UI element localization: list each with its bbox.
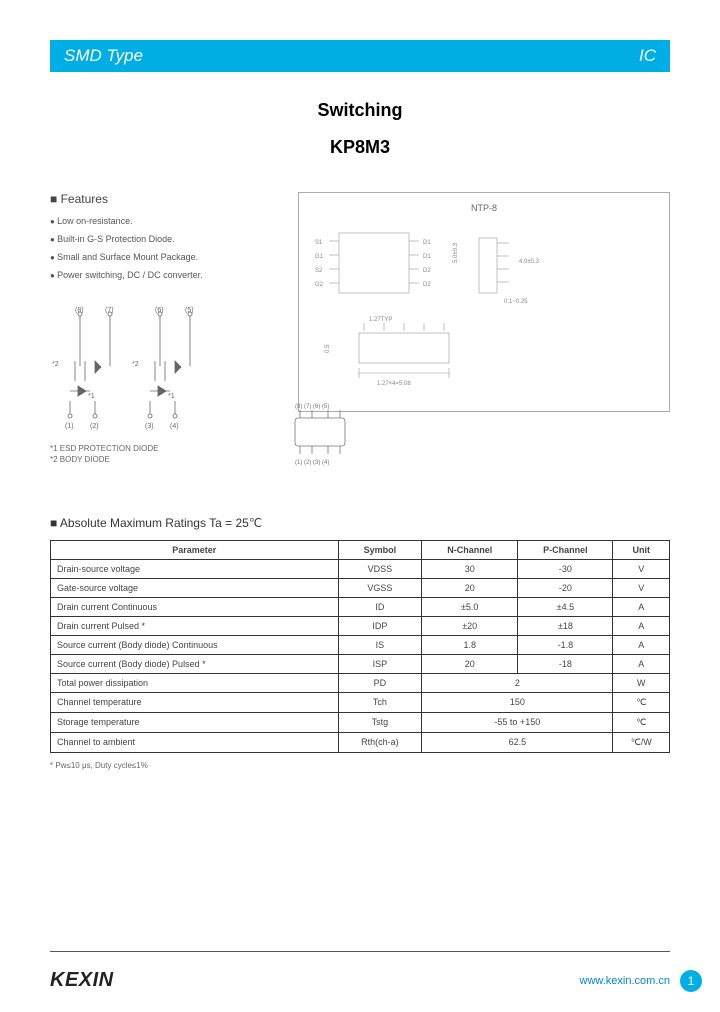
footer: KEXIN www.kexin.com.cn	[50, 969, 670, 992]
schematic-note: *2 BODY DIODE	[50, 454, 280, 465]
ratings-footnote: * Pw≤10 μs, Duty cycle≤1%	[50, 761, 670, 770]
package-title: NTP-8	[309, 203, 659, 213]
chip-drawing: (8) (7) (6) (5) (1) (2) (3) (4)	[280, 400, 360, 470]
svg-text:D1: D1	[423, 240, 431, 246]
table-row: Channel to ambientRth(ch-a)62.5℃/W	[51, 732, 670, 752]
feature-item: Small and Surface Mount Package.	[50, 252, 280, 262]
svg-text:D2: D2	[423, 282, 431, 288]
footer-url: www.kexin.com.cn	[580, 975, 670, 987]
package-outline: NTP-8	[298, 192, 670, 412]
brand-logo: KEXIN	[50, 969, 114, 992]
svg-text:(5): (5)	[185, 307, 194, 314]
svg-text:(2): (2)	[90, 423, 99, 430]
svg-text:4.0±0.3: 4.0±0.3	[519, 259, 540, 265]
page-number-badge: 1	[680, 970, 702, 992]
table-row: Drain-source voltageVDSS30-30V	[51, 559, 670, 578]
header-left: SMD Type	[64, 46, 143, 66]
svg-text:(3): (3)	[145, 423, 154, 430]
table-row: Gate-source voltageVGSS20-20V	[51, 578, 670, 597]
svg-text:(7): (7)	[105, 307, 114, 314]
col-unit: Unit	[613, 540, 670, 559]
svg-text:D2: D2	[423, 268, 431, 274]
circuit-schematic: (8) (7) (6) (5) (1) (2) (3) (4) *2 *2 *1…	[50, 306, 240, 436]
col-pchannel: P-Channel	[518, 540, 613, 559]
svg-text:(8) (7) (6) (5): (8) (7) (6) (5)	[295, 404, 329, 410]
svg-text:S2: S2	[315, 268, 323, 274]
svg-text:*1: *1	[168, 393, 175, 400]
feature-item: Built-in G-S Protection Diode.	[50, 234, 280, 244]
feature-item: Low on-resistance.	[50, 216, 280, 226]
table-row: Source current (Body diode) Pulsed *ISP2…	[51, 654, 670, 673]
table-row: Drain current Pulsed *IDP±20±18A	[51, 616, 670, 635]
svg-text:5.0±0.3: 5.0±0.3	[453, 242, 459, 263]
col-nchannel: N-Channel	[422, 540, 518, 559]
table-row: Source current (Body diode) ContinuousIS…	[51, 635, 670, 654]
schematic-diagram: (8) (7) (6) (5) (1) (2) (3) (4) *2 *2 *1…	[50, 306, 280, 466]
feature-item: Power switching, DC / DC converter.	[50, 270, 280, 280]
svg-text:(4): (4)	[170, 423, 179, 430]
svg-text:(6): (6)	[155, 307, 164, 314]
footer-divider	[50, 951, 670, 952]
features-list: Low on-resistance. Built-in G-S Protecti…	[50, 216, 280, 280]
header-right: IC	[639, 46, 656, 66]
svg-text:*2: *2	[132, 361, 139, 368]
table-row: Total power dissipationPD2W	[51, 673, 670, 692]
svg-text:G1: G1	[315, 254, 324, 260]
svg-text:1.27TYP: 1.27TYP	[369, 317, 392, 323]
features-heading: Features	[50, 192, 280, 206]
svg-text:G2: G2	[315, 282, 324, 288]
header-bar: SMD Type IC	[50, 40, 670, 72]
col-parameter: Parameter	[51, 540, 339, 559]
svg-text:(1) (2) (3) (4): (1) (2) (3) (4)	[295, 460, 329, 466]
table-header-row: Parameter Symbol N-Channel P-Channel Uni…	[51, 540, 670, 559]
svg-text:*1: *1	[88, 393, 95, 400]
schematic-note: *1 ESD PROTECTION DIODE	[50, 443, 280, 454]
doc-title-1: Switching	[50, 100, 670, 121]
ratings-heading: Absolute Maximum Ratings Ta = 25℃	[50, 516, 670, 530]
svg-text:0.5: 0.5	[325, 344, 331, 353]
doc-title-2: KP8M3	[50, 137, 670, 158]
svg-text:*2: *2	[52, 361, 59, 368]
table-row: Channel temperatureTch150℃	[51, 692, 670, 712]
svg-text:D1: D1	[423, 254, 431, 260]
col-symbol: Symbol	[338, 540, 422, 559]
title-block: Switching KP8M3	[50, 100, 670, 158]
table-row: Storage temperatureTstg-55 to +150℃	[51, 712, 670, 732]
ratings-table: Parameter Symbol N-Channel P-Channel Uni…	[50, 540, 670, 753]
svg-text:(1): (1)	[65, 423, 74, 430]
table-row: Drain current ContinuousID±5.0±4.5A	[51, 597, 670, 616]
svg-text:(8): (8)	[75, 307, 84, 314]
svg-text:0.1~0.25: 0.1~0.25	[504, 299, 528, 305]
package-drawing: S1 G1 S2 G2 D1 D1 D2 D2 1.27×4=5.08 1.27…	[309, 223, 589, 403]
svg-text:1.27×4=5.08: 1.27×4=5.08	[377, 381, 411, 387]
svg-text:S1: S1	[315, 240, 323, 246]
